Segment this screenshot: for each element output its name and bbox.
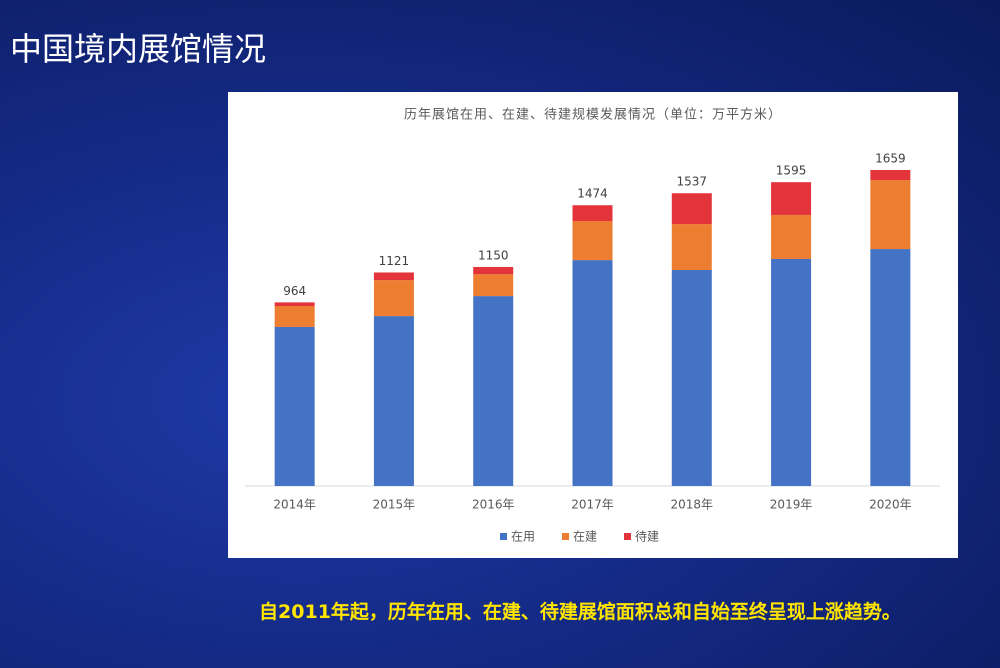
bar-segment	[274, 306, 315, 327]
bar-segment	[671, 193, 712, 225]
bar-segment	[373, 280, 414, 317]
bar-segment	[572, 221, 613, 261]
legend-marker	[624, 533, 631, 540]
bar-segment	[771, 214, 812, 259]
x-tick-label: 2014年	[273, 498, 316, 512]
bar-segment	[373, 272, 414, 281]
x-tick-label: 2015年	[373, 498, 416, 512]
total-label: 1474	[577, 187, 608, 201]
bar-segment	[572, 260, 613, 486]
x-tick-label: 2017年	[571, 498, 614, 512]
bar-segment	[373, 316, 414, 486]
x-tick-label: 2020年	[869, 498, 912, 512]
legend-marker	[562, 533, 569, 540]
x-tick-label: 2016年	[472, 498, 515, 512]
bar-segment	[473, 266, 514, 275]
total-label: 1121	[379, 254, 410, 268]
total-label: 1595	[776, 164, 807, 178]
bar-segment	[572, 205, 613, 222]
total-label: 1537	[677, 175, 708, 189]
total-label: 1659	[875, 152, 906, 166]
bar-segment	[771, 258, 812, 486]
legend-label: 在用	[511, 530, 535, 544]
legend-label: 在建	[573, 530, 597, 544]
bar-segment	[274, 302, 315, 306]
slide-title: 中国境内展馆情况	[10, 30, 267, 68]
chart: 历年展馆在用、在建、待建规模发展情况（单位：万平方米） 964 2014年 1121…	[228, 92, 958, 558]
bar-segment	[771, 182, 812, 215]
bar-segment	[870, 170, 911, 181]
x-tick-label: 2018年	[671, 498, 714, 512]
bar-segment	[473, 274, 514, 297]
bar-segment	[274, 326, 315, 486]
caption: 自2011年起，历年在用、在建、待建展馆面积总和自始至终呈现上涨趋势。	[259, 601, 901, 623]
total-label: 1150	[478, 248, 509, 262]
bar-segment	[671, 224, 712, 270]
bar-segment	[671, 270, 712, 486]
chart-title: 历年展馆在用、在建、待建规模发展情况（单位：万平方米）	[404, 107, 782, 123]
total-label: 964	[283, 284, 306, 298]
bar-segment	[870, 249, 911, 486]
bar-segment	[473, 296, 514, 486]
x-tick-label: 2019年	[770, 498, 813, 512]
legend-label: 待建	[635, 530, 659, 544]
bar-segment	[870, 180, 911, 250]
legend-marker	[500, 533, 507, 540]
